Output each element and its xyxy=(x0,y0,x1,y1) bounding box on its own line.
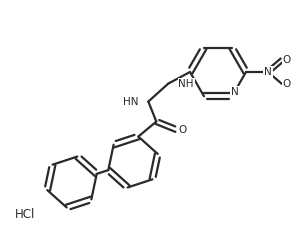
Text: N: N xyxy=(231,87,239,97)
Text: N: N xyxy=(264,67,272,77)
Text: O: O xyxy=(178,125,186,134)
Text: HCl: HCl xyxy=(15,209,35,222)
Text: NH: NH xyxy=(178,79,194,89)
Text: O: O xyxy=(283,55,291,65)
Text: O: O xyxy=(283,79,291,89)
Text: HN: HN xyxy=(123,96,138,106)
